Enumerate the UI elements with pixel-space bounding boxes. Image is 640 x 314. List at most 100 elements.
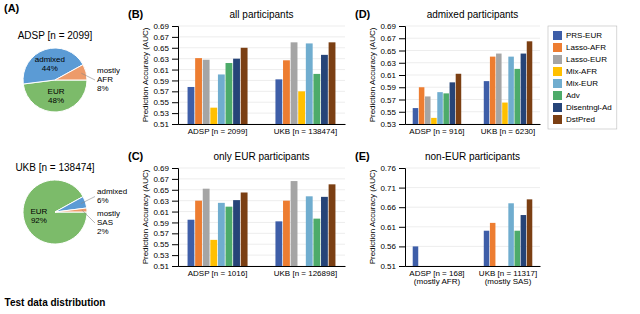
tick-label: 0.59 bbox=[380, 83, 396, 92]
tick-mark bbox=[399, 75, 405, 76]
bar bbox=[413, 246, 419, 266]
bar bbox=[514, 231, 520, 266]
text-line: UKB [n = 138474] bbox=[274, 127, 337, 136]
bar bbox=[313, 219, 320, 266]
tick-label: 0.61 bbox=[380, 71, 396, 80]
panel-title: all participants bbox=[230, 9, 294, 20]
pie-slices: EUR92%admixed6%mostlySAS2% bbox=[23, 180, 127, 244]
grid-line bbox=[178, 47, 345, 48]
tick-mark bbox=[399, 266, 405, 267]
tick: 0.65 bbox=[153, 44, 178, 53]
text-line: mostly bbox=[97, 66, 120, 75]
pie-slice bbox=[55, 65, 87, 80]
legend-swatch bbox=[553, 79, 562, 88]
grid bbox=[405, 168, 540, 266]
tick-mark bbox=[172, 168, 178, 169]
grid bbox=[178, 26, 345, 124]
tick-label: 0.67 bbox=[380, 34, 396, 43]
bar bbox=[188, 87, 195, 124]
tick: 0.57 bbox=[153, 87, 178, 96]
grid-line bbox=[405, 187, 540, 188]
tick-label: 0.66 bbox=[380, 203, 396, 212]
tick-mark bbox=[399, 63, 405, 64]
legend-label: Mix-AFR bbox=[566, 67, 597, 76]
text-line: ADSP [n = 2099] bbox=[188, 127, 248, 136]
slice-value-label: 6% bbox=[97, 196, 109, 205]
tick-label: 0.69 bbox=[380, 22, 396, 31]
panel-label: (C) bbox=[128, 150, 144, 162]
text-line: (mostly SAS) bbox=[485, 277, 532, 286]
tick-label: 0.71 bbox=[380, 184, 396, 193]
bar bbox=[419, 87, 425, 124]
tick-mark bbox=[172, 91, 178, 92]
grid-line bbox=[405, 226, 540, 227]
tick-label: 0.55 bbox=[380, 108, 396, 117]
tick: 0.53 bbox=[380, 120, 405, 129]
tick-label: 0.76 bbox=[380, 164, 396, 173]
tick-mark bbox=[399, 112, 405, 113]
tick-label: 0.69 bbox=[153, 164, 169, 173]
tick-label: 0.63 bbox=[380, 59, 396, 68]
legend-label: DstPred bbox=[566, 115, 595, 124]
tick-mark bbox=[172, 48, 178, 49]
bar bbox=[413, 108, 419, 124]
pie-title: UKB [n = 138474] bbox=[15, 162, 94, 173]
bar bbox=[450, 82, 456, 124]
tick-mark bbox=[172, 102, 178, 103]
text-line: ADSP [n = 168] bbox=[409, 269, 464, 278]
axis-line bbox=[172, 169, 179, 267]
text-line: SAS bbox=[97, 218, 113, 227]
tick: UKB [n = 138474] bbox=[274, 127, 337, 136]
tick-label: 0.51 bbox=[380, 262, 396, 271]
tick: 0.65 bbox=[153, 186, 178, 195]
y-axis: 0.510.560.610.660.710.76 bbox=[380, 164, 405, 271]
legend-item: Mix-AFR bbox=[553, 67, 597, 76]
legend-label: Lasso-EUR bbox=[566, 55, 607, 64]
y-axis-title: Prediction Accuracy (AUC) bbox=[141, 169, 150, 264]
tick-mark bbox=[172, 201, 178, 202]
grid-line bbox=[178, 168, 345, 169]
tick-mark bbox=[172, 222, 178, 223]
text-line: UKB [n = 6230] bbox=[481, 127, 535, 136]
grid-line bbox=[178, 36, 345, 37]
tick: 0.55 bbox=[153, 98, 178, 107]
bar-panel: 0.530.550.570.590.610.630.650.670.69ADSP… bbox=[355, 8, 617, 136]
tick-label: 0.61 bbox=[153, 208, 169, 217]
tick-label: 0.53 bbox=[153, 109, 169, 118]
legend-label: Mix-EUR bbox=[566, 79, 598, 88]
legend-item: Adv bbox=[553, 91, 580, 100]
tick-label: 0.63 bbox=[153, 55, 169, 64]
tick-label: 0.53 bbox=[380, 120, 396, 129]
text-line: mostly bbox=[97, 209, 120, 218]
text-line: EUR bbox=[30, 207, 47, 216]
tick-mark bbox=[172, 233, 178, 234]
tick: 0.55 bbox=[380, 108, 405, 117]
leader-line bbox=[81, 197, 95, 204]
tick-label: 0.55 bbox=[153, 240, 169, 249]
legend-item: Disentngl-Ad bbox=[553, 103, 612, 112]
axis-line bbox=[399, 27, 406, 125]
grid-line bbox=[405, 207, 540, 208]
slice-label: mostlyAFR bbox=[97, 66, 120, 84]
panel-label: (B) bbox=[128, 8, 144, 20]
tick-mark bbox=[172, 124, 178, 125]
tick: 0.51 bbox=[153, 262, 178, 271]
tick-label: 0.51 bbox=[153, 262, 169, 271]
legend-label: PRS-EUR bbox=[566, 31, 602, 40]
axis-line bbox=[406, 124, 541, 125]
tick-label: 0.61 bbox=[380, 223, 396, 232]
tick: UKB [n = 126898] bbox=[274, 269, 337, 278]
tick: ADSP [n = 916] bbox=[409, 127, 464, 136]
tick: 0.71 bbox=[380, 184, 405, 193]
bar bbox=[329, 184, 336, 266]
tick-mark bbox=[399, 168, 405, 169]
tick: 0.76 bbox=[380, 164, 405, 173]
tick: UKB [n = 6230] bbox=[481, 127, 535, 136]
tick-label: 0.57 bbox=[153, 229, 169, 238]
slice-value-label: 8% bbox=[97, 84, 109, 93]
legend-item: Mix-EUR bbox=[553, 79, 598, 88]
tick: 0.61 bbox=[153, 66, 178, 75]
bar bbox=[425, 96, 431, 124]
tick: 0.63 bbox=[153, 55, 178, 64]
slice-label: EUR bbox=[48, 87, 65, 96]
